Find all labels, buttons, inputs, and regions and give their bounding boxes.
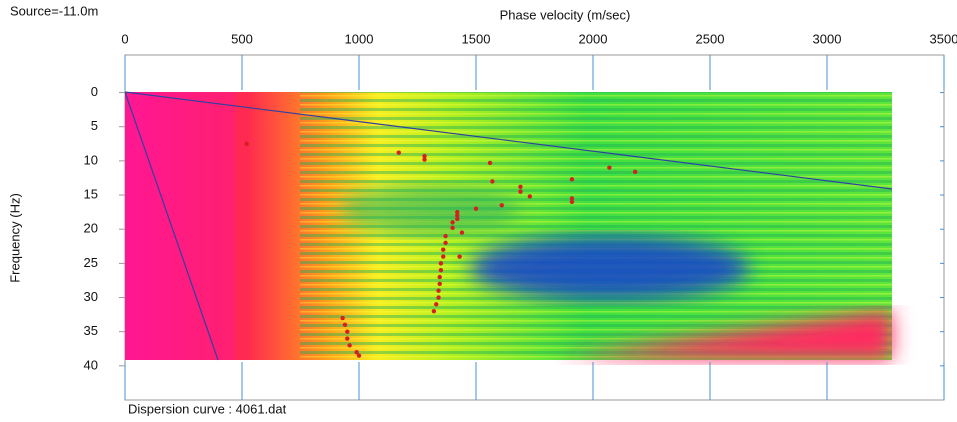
y-tick-label: 20 bbox=[84, 221, 98, 236]
pick-point bbox=[518, 184, 523, 190]
pick-point bbox=[436, 288, 441, 293]
pick-point bbox=[437, 274, 442, 280]
pick-point bbox=[607, 165, 612, 170]
pick-point bbox=[356, 353, 362, 358]
pick-point bbox=[345, 336, 350, 341]
y-tick-label: 30 bbox=[84, 289, 98, 304]
pick-point bbox=[450, 225, 455, 231]
pick-point bbox=[457, 254, 462, 259]
pick-point bbox=[396, 150, 401, 155]
pick-point bbox=[455, 209, 460, 215]
pick-point bbox=[443, 240, 448, 246]
pick-point bbox=[422, 157, 427, 162]
pick-point bbox=[459, 230, 465, 235]
pick-point bbox=[450, 220, 455, 225]
x-tick-label: 1000 bbox=[345, 31, 374, 46]
x-axis-title: Phase velocity (m/sec) bbox=[500, 7, 631, 22]
pick-point bbox=[455, 216, 460, 222]
y-tick-label: 40 bbox=[84, 357, 98, 372]
pick-point bbox=[499, 203, 504, 208]
pick-point bbox=[473, 206, 479, 211]
pick-point bbox=[345, 329, 350, 334]
pick-point bbox=[487, 160, 493, 166]
y-tick-label: 10 bbox=[84, 152, 98, 167]
pick-point bbox=[441, 254, 446, 259]
pick-point bbox=[443, 233, 448, 239]
pick-point bbox=[431, 308, 437, 314]
pick-point bbox=[434, 302, 439, 307]
y-axis-title: Frequency (Hz) bbox=[7, 193, 22, 283]
footer: Dispersion curve : 4061.dat bbox=[128, 401, 287, 416]
pick-point bbox=[518, 189, 523, 194]
pick-point bbox=[354, 349, 359, 355]
dispersion-image bbox=[124, 91, 893, 361]
pick-point bbox=[527, 194, 533, 199]
y-tick-label: 35 bbox=[84, 323, 98, 338]
pick-point bbox=[422, 153, 427, 159]
x-tick-label: 0 bbox=[121, 31, 128, 46]
pick-point bbox=[438, 261, 444, 266]
source-label: Source=-11.0m bbox=[10, 3, 98, 18]
pick-point bbox=[441, 247, 446, 252]
x-tick-label: 1500 bbox=[462, 31, 491, 46]
y-tick-label: 5 bbox=[91, 118, 98, 133]
pick-point bbox=[569, 196, 575, 201]
pick-point bbox=[437, 281, 442, 287]
pick-point bbox=[455, 213, 460, 218]
y-tick-label: 0 bbox=[91, 84, 98, 99]
x-tick-label: 3000 bbox=[813, 31, 842, 46]
pick-point bbox=[436, 295, 441, 300]
x-tick-label: 500 bbox=[231, 31, 253, 46]
pick-point bbox=[244, 141, 249, 147]
pick-point bbox=[347, 343, 352, 348]
pick-point bbox=[490, 179, 495, 184]
pick-point bbox=[569, 199, 575, 205]
y-tick-label: 15 bbox=[84, 186, 98, 201]
pick-point bbox=[632, 169, 638, 175]
pick-point bbox=[340, 315, 345, 321]
y-tick-label: 25 bbox=[84, 255, 98, 270]
pick-point bbox=[342, 322, 348, 328]
x-tick-label: 3500 bbox=[930, 31, 957, 46]
x-tick-label: 2000 bbox=[579, 31, 608, 46]
pick-point bbox=[438, 267, 444, 273]
x-tick-label: 2500 bbox=[696, 31, 725, 46]
pick-point bbox=[569, 177, 575, 182]
